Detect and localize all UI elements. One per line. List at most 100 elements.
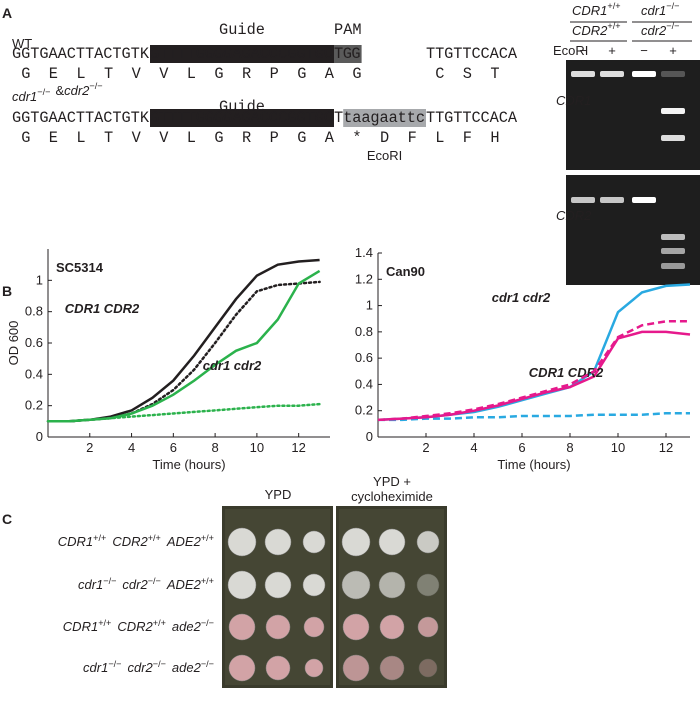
amino-acid: L — [435, 129, 444, 147]
x-tick-label: 12 — [291, 440, 305, 455]
gene: cdr1 — [78, 577, 103, 592]
colony-spot — [302, 573, 326, 597]
amino-acid: A — [325, 65, 335, 83]
panel-letter: A — [2, 5, 12, 21]
amino-acid: E — [49, 65, 58, 83]
x-tick-label: 4 — [128, 440, 135, 455]
gene: ADE2 — [166, 534, 202, 549]
gene: CDR1 — [572, 3, 607, 18]
sequence: GTTTTGGGGAGACCCGGTGC — [150, 45, 333, 63]
colony-spot — [228, 613, 256, 641]
gel-band — [632, 71, 656, 77]
colony-spot — [265, 655, 291, 681]
gel-band — [600, 71, 624, 77]
y-tick-label: 0.6 — [355, 350, 373, 365]
allele: −/− — [666, 21, 679, 31]
amino-acid: L — [187, 129, 196, 147]
allele: +/+ — [201, 576, 214, 586]
colony-spot — [418, 658, 438, 678]
gene: cdr2 — [122, 577, 148, 592]
y-tick-label: 1 — [36, 272, 43, 287]
sequence: TTGTTCCACA — [426, 109, 518, 127]
y-tick-label: 0 — [366, 429, 373, 444]
y-tick-label: 1 — [366, 298, 373, 313]
amino-acid: V — [159, 65, 169, 83]
chart-title: Can90 — [386, 264, 425, 279]
plate-label: cycloheximide — [351, 489, 433, 504]
blot-label: CDR1 — [556, 93, 591, 108]
x-tick-label: 2 — [86, 440, 93, 455]
gel-band — [661, 234, 685, 240]
gene: CDR1 — [58, 534, 93, 549]
series-label: cdr1 cdr2 — [203, 358, 262, 373]
lane-sign: + — [608, 43, 616, 58]
gene: CDR2 — [112, 534, 148, 549]
guide-box — [150, 45, 334, 63]
y-tick-label: 0.6 — [25, 335, 43, 350]
amino-acid: G — [214, 129, 223, 147]
amino-acid: R — [242, 129, 251, 147]
strain-label: CDR1+/+ CDR2+/+ ADE2+/+ — [58, 533, 214, 549]
colony-spot — [303, 616, 325, 638]
amino-acid: C — [435, 65, 444, 83]
allele: +/+ — [607, 21, 620, 31]
amino-acid: R — [242, 65, 251, 83]
allele: +/+ — [153, 618, 166, 628]
gene: ADE2 — [166, 577, 202, 592]
chart-title: SC5314 — [56, 260, 104, 275]
strain-label: cdr1−/− cdr2−/− ade2−/− — [83, 659, 214, 675]
amino-acid: L — [76, 129, 85, 147]
colony-spot — [342, 613, 370, 641]
colony-spot — [341, 527, 371, 557]
x-axis-label: Time (hours) — [152, 457, 225, 472]
sequence: taagaattc — [343, 109, 425, 127]
strain-label: cdr1−/− cdr2−/− ADE2+/+ — [78, 576, 214, 592]
amino-acid: V — [132, 65, 142, 83]
allele: +/+ — [148, 533, 161, 543]
colony-spot — [417, 616, 439, 638]
gene: cdr2 — [127, 660, 153, 675]
amino-acid: T — [104, 65, 113, 83]
y-tick-label: 1.4 — [355, 245, 373, 260]
allele: +/+ — [201, 533, 214, 543]
amino-acid: L — [187, 65, 196, 83]
x-tick-label: 4 — [470, 440, 477, 455]
allele: −/− — [201, 618, 214, 628]
pam-box — [334, 45, 362, 63]
blot-label: CDR2 — [556, 208, 592, 223]
gene: cdr1 — [83, 660, 108, 675]
joiner: & — [55, 83, 64, 98]
guide-label: Guide — [219, 98, 265, 116]
amino-acid: G — [352, 65, 361, 83]
panel-letter: C — [2, 511, 12, 527]
amino-acid: G — [214, 65, 223, 83]
x-tick-label: 8 — [566, 440, 573, 455]
colony-spot — [228, 654, 256, 682]
y-tick-label: 0.8 — [25, 304, 43, 319]
amino-acid: T — [104, 129, 113, 147]
x-tick-label: 6 — [170, 440, 177, 455]
amino-acid: T — [490, 65, 499, 83]
series-label: CDR1 CDR2 — [65, 301, 140, 316]
colony-spot — [227, 527, 257, 557]
amino-acid: V — [159, 129, 169, 147]
y-axis-label: OD 600 — [6, 321, 21, 366]
y-tick-label: 0.2 — [355, 403, 373, 418]
amino-acid: D — [380, 129, 389, 147]
gel-band — [661, 71, 685, 77]
allele: +/+ — [98, 618, 111, 628]
amino-acid: H — [490, 129, 499, 147]
lane-genotype: CDR1+/+ — [572, 1, 621, 18]
allele: −/− — [666, 1, 679, 11]
lane-genotype: cdr2−/− — [641, 21, 679, 38]
colony-spot — [379, 614, 405, 640]
colony-spot — [341, 570, 371, 600]
guide-label: Guide — [219, 21, 265, 39]
series-line — [46, 402, 321, 423]
allele: −/− — [89, 81, 102, 91]
series-line — [48, 269, 321, 423]
series-line — [377, 320, 690, 422]
lane-genotype: CDR2+/+ — [572, 21, 621, 38]
allele: +/+ — [93, 533, 106, 543]
y-tick-label: 0.2 — [25, 398, 43, 413]
